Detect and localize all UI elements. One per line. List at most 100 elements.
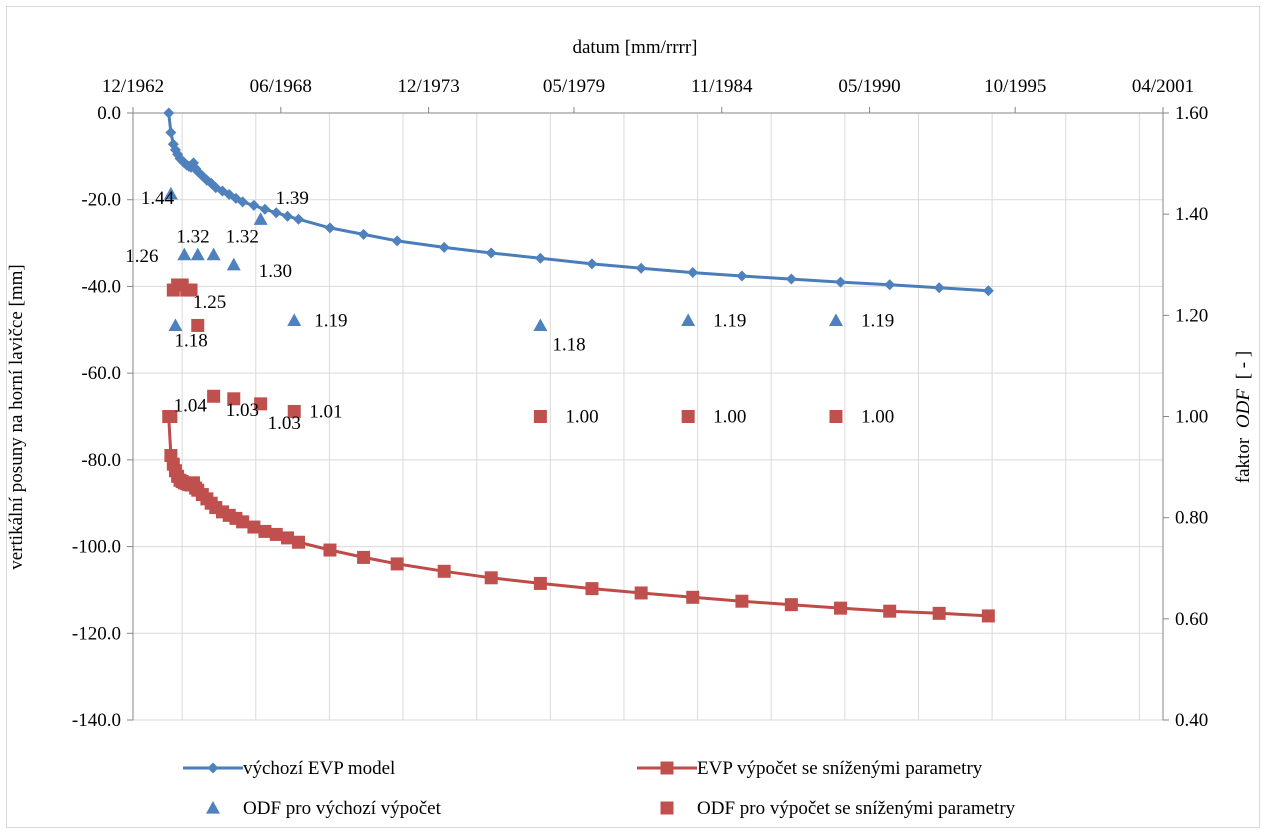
- axes-layer: 0.0 -20.0 -40.0 -60.0 -80.0 -100.0 -120.0 -140.…: [72, 76, 1208, 731]
- legend-layer: výchozí EVP model EVP výpočet se sníženým…: [183, 758, 1016, 819]
- y-tick-label: -100.0: [72, 537, 121, 558]
- series-point-0: [165, 127, 177, 139]
- x-tick-label: 10/1995: [984, 76, 1046, 97]
- data-label: 1.00: [713, 407, 746, 428]
- series-point-1: [281, 531, 295, 545]
- x-axis-title: datum [mm/rrrr]: [572, 37, 697, 58]
- series-layer: [162, 107, 995, 623]
- odf-point-3: [184, 283, 198, 297]
- y-tick-label: 0.0: [97, 103, 121, 124]
- y-tick-label: -120.0: [72, 623, 121, 644]
- y-tick-label: -60.0: [81, 363, 121, 384]
- odf-point-2: [533, 318, 548, 332]
- series-point-1: [258, 524, 272, 538]
- x-tick-label: 06/1968: [250, 76, 312, 97]
- series-point-1: [437, 564, 451, 578]
- data-label: 1.32: [176, 227, 209, 248]
- y-axis-title: vertikální posuny na horní lavičce [mm]: [6, 264, 27, 570]
- data-label: 1.00: [565, 407, 598, 428]
- odf-point-2: [168, 318, 183, 332]
- series-point-0: [248, 199, 260, 211]
- chart-frame: [6, 6, 1260, 828]
- series-point-1: [686, 590, 700, 604]
- legend-label-2: ODF pro výchozí výpočet: [243, 798, 442, 819]
- data-label: 1.19: [713, 310, 746, 331]
- x-tick-label: 05/1979: [543, 76, 605, 97]
- data-label: 1.03: [268, 413, 301, 434]
- y2-axis-title-suffix: [ - ]: [1233, 351, 1254, 379]
- data-label: 1.32: [226, 227, 259, 248]
- data-label: 1.30: [259, 261, 292, 282]
- series-point-1: [533, 576, 547, 590]
- data-label: 1.04: [174, 395, 208, 416]
- series-point-0: [884, 279, 896, 291]
- y-tick-label: -40.0: [81, 276, 121, 297]
- y-tick-label: -80.0: [81, 450, 121, 471]
- series-point-1: [357, 550, 371, 564]
- series-point-1: [292, 535, 306, 549]
- odf-point-3: [164, 410, 178, 423]
- odf-point-2: [206, 247, 221, 261]
- legend-label-3: ODF pro výpočet se sníženými parametry: [697, 798, 1016, 819]
- odf-point-3: [829, 410, 843, 423]
- series-point-1: [634, 586, 648, 600]
- y2-tick-label: 1.60: [1175, 103, 1208, 124]
- series-point-0: [270, 207, 282, 219]
- odf-point-2: [681, 313, 696, 326]
- data-label: 1.25: [193, 292, 226, 313]
- series-point-0: [163, 107, 175, 119]
- x-tick-label: 04/2001: [1132, 76, 1194, 97]
- odf-point-3: [287, 404, 301, 418]
- series-point-0: [785, 273, 797, 285]
- series-point-1: [932, 606, 946, 620]
- series-point-0: [534, 252, 546, 264]
- odf-point-2: [163, 186, 178, 200]
- series-point-1: [236, 515, 250, 529]
- odf-point-2: [287, 313, 302, 326]
- y-tick-label: -140.0: [72, 710, 121, 731]
- y2-tick-label: 1.20: [1175, 305, 1208, 326]
- series-point-0: [835, 276, 847, 288]
- series-point-1: [981, 609, 995, 623]
- odf-point-2: [828, 313, 843, 326]
- data-label: 1.18: [174, 330, 207, 351]
- data-label: 1.26: [125, 246, 158, 267]
- odf-point-2: [177, 247, 192, 261]
- legend-marker-1: [660, 761, 674, 775]
- series-point-0: [933, 282, 945, 294]
- series-point-1: [585, 582, 599, 596]
- series-point-0: [391, 235, 403, 247]
- data-label: 1.00: [861, 407, 894, 428]
- y-tick-label: -20.0: [81, 190, 121, 211]
- x-tick-label: 12/1962: [102, 76, 164, 97]
- labels-layer: 1.441.181.321.301.391.191.181.19 1.191.26…: [125, 188, 894, 434]
- series-point-1: [484, 571, 498, 585]
- y2-tick-label: 0.80: [1175, 508, 1208, 529]
- odf-point-3: [191, 318, 205, 332]
- y2-tick-label: 1.00: [1175, 407, 1208, 428]
- odf-point-3: [254, 397, 268, 411]
- odf-point-3: [533, 410, 547, 423]
- series-point-0: [259, 203, 271, 215]
- data-label: 1.39: [276, 188, 309, 209]
- odf-point-3: [207, 389, 221, 403]
- legend-marker-3: [660, 801, 674, 815]
- odf-point-2: [190, 247, 205, 261]
- series-point-1: [247, 520, 261, 534]
- series-point-0: [982, 285, 994, 297]
- legend-marker-0: [207, 762, 219, 774]
- series-point-1: [269, 527, 283, 541]
- data-label: 1.19: [861, 310, 894, 331]
- series-point-0: [358, 228, 370, 240]
- series-point-1: [323, 543, 337, 557]
- y2-axis-title-prefix: faktor: [1233, 437, 1254, 483]
- series-point-0: [282, 210, 294, 222]
- x-tick-label: 05/1990: [838, 76, 900, 97]
- legend-label-1: EVP výpočet se sníženými parametry: [697, 758, 983, 779]
- y2-tick-label: 1.40: [1175, 204, 1208, 225]
- odf-point-2: [253, 212, 268, 225]
- legend-label-0: výchozí EVP model: [243, 758, 395, 779]
- series-point-0: [438, 241, 450, 253]
- legend-marker-2: [206, 801, 220, 814]
- series-point-0: [324, 222, 336, 234]
